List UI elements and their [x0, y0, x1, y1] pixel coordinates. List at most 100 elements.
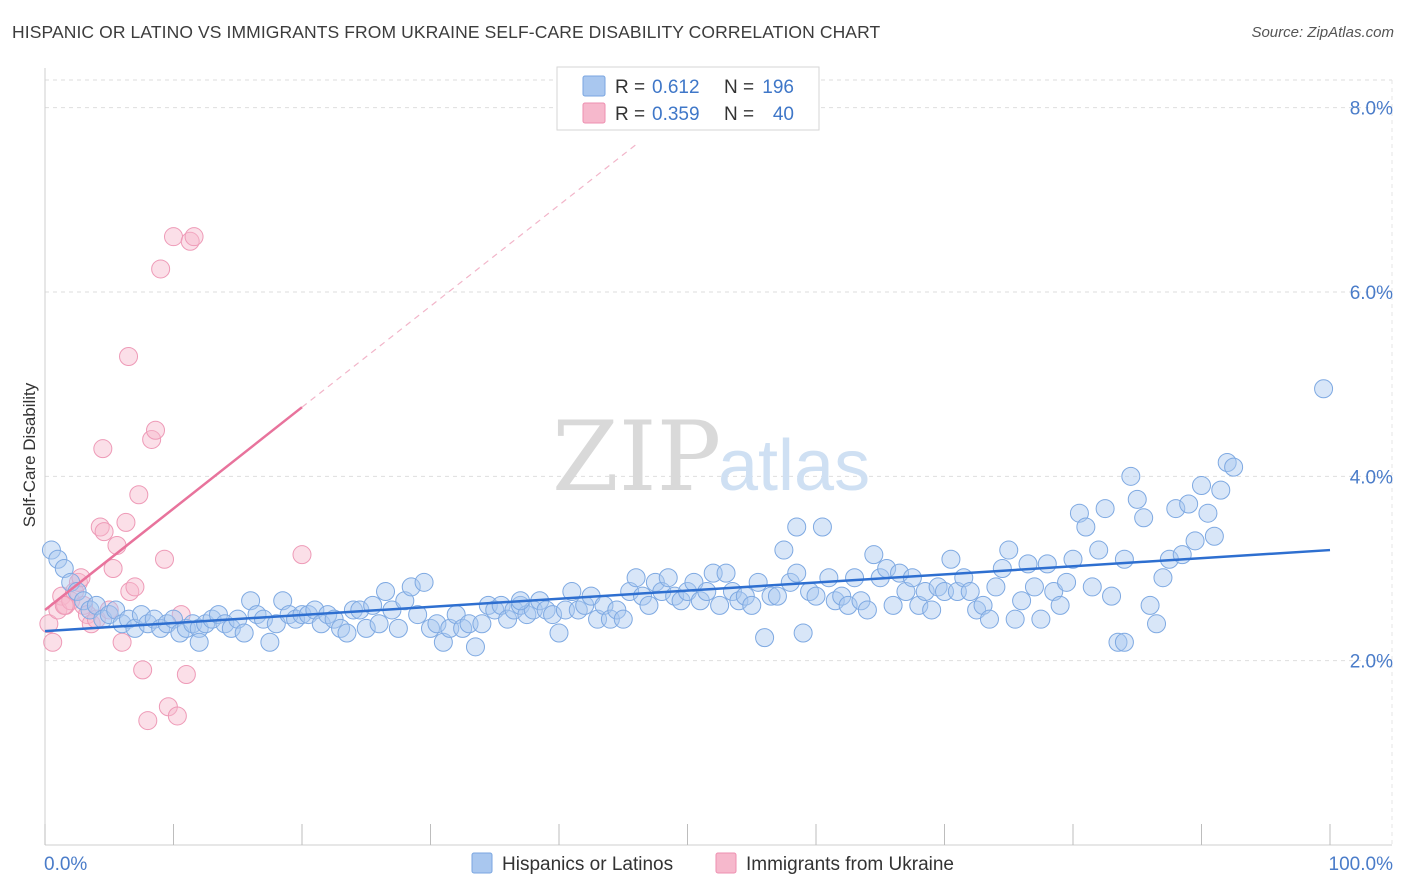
hispanic-point [1102, 586, 1122, 606]
hispanic-point [767, 586, 787, 606]
hispanic-point [857, 600, 877, 620]
y-axis-label: Self-Care Disability [20, 382, 39, 527]
y-tick-labels: 2.0% 4.0% 6.0% 8.0% [1350, 99, 1393, 673]
ukraine-point [184, 227, 204, 247]
hispanic-point [337, 623, 357, 643]
hispanic-point [1127, 489, 1147, 509]
ukraine-point [43, 632, 63, 652]
hispanic-point [74, 591, 94, 611]
ukraine-point [54, 595, 74, 615]
hispanic-point [562, 582, 582, 602]
hispanic-point [626, 568, 646, 588]
hispanic-point [408, 605, 428, 625]
hispanic-point [86, 595, 106, 615]
y-tick-label: 8.0% [1350, 99, 1393, 120]
hispanic-point [1121, 466, 1141, 486]
chart-title: HISPANIC OR LATINO VS IMMIGRANTS FROM UK… [12, 22, 881, 42]
hispanic-point [1204, 526, 1224, 546]
hispanic-point [883, 595, 903, 615]
hispanic-point [787, 563, 807, 583]
hispanic-point [234, 623, 254, 643]
hispanic-point [1108, 632, 1128, 652]
hispanic-point [992, 558, 1012, 578]
hispanic-point [1114, 632, 1134, 652]
hispanic-point [1024, 577, 1044, 597]
hispanic-point [1314, 379, 1334, 399]
legend-swatch-blue [582, 75, 606, 97]
hispanic-point [465, 637, 485, 657]
y-tick-label: 6.0% [1350, 283, 1393, 304]
hispanic-point [819, 568, 839, 588]
legend-r-value-2: 0.359 [652, 104, 700, 125]
hispanic-point [1198, 503, 1218, 523]
hispanic-point [851, 591, 871, 611]
hispanic-point [806, 586, 826, 606]
x-tick-label-min: 0.0% [44, 854, 87, 875]
ukraine-point [164, 227, 183, 247]
hispanic-point [48, 549, 68, 569]
hispanic-point [414, 572, 434, 592]
hispanic-point [1044, 582, 1064, 602]
hispanic-point [1089, 540, 1109, 560]
hispanic-point [1076, 517, 1096, 537]
hispanic-point [427, 614, 447, 634]
ukraine-point [155, 549, 175, 569]
ukraine-trend-line [44, 406, 303, 611]
legend-item-hispanic-swatch [471, 852, 493, 874]
ukraine-point [116, 512, 136, 532]
hispanic-point [633, 586, 653, 606]
hispanic-point [755, 628, 775, 648]
hispanic-point [845, 568, 865, 588]
hispanic-point [1069, 503, 1089, 523]
hispanic-point [620, 582, 640, 602]
ukraine-point [39, 614, 59, 634]
ukraine-point [125, 577, 145, 597]
hispanic-point [324, 609, 344, 629]
hispanic-point [960, 582, 980, 602]
legend-swatch-pink [582, 102, 606, 124]
hispanic-point [369, 614, 389, 634]
hispanic-point [189, 632, 209, 652]
hispanic-point [690, 591, 710, 611]
hispanic-point [787, 517, 807, 537]
ukraine-point [93, 439, 113, 459]
hispanic-point [922, 600, 942, 620]
hispanic-point [812, 517, 832, 537]
hispanic-point [1037, 554, 1057, 574]
hispanic-point [639, 595, 659, 615]
ukraine-point [176, 664, 196, 684]
hispanic-point [774, 540, 794, 560]
hispanic-point [376, 582, 396, 602]
legend-r-label-2: R = [615, 104, 645, 125]
hispanic-point [1005, 609, 1025, 629]
legend-n-label-2: N = [724, 104, 754, 125]
ukraine-point [138, 711, 158, 731]
legend-n-label-1: N = [724, 77, 754, 98]
hispanic-point [658, 568, 678, 588]
hispanic-point [131, 605, 151, 625]
ukraine-point [94, 522, 114, 542]
hispanic-point [1211, 480, 1231, 500]
hispanic-point [1192, 476, 1211, 496]
hispanic-point [433, 632, 453, 652]
hispanic-point [1063, 549, 1083, 569]
legend-item-ukraine-swatch [715, 852, 737, 874]
correlation-legend: R = 0.612 N = 196 R = 0.359 N = 40 [556, 66, 820, 131]
hispanic-point [260, 632, 280, 652]
ukraine-point [167, 706, 187, 726]
trend-lines [44, 144, 1331, 633]
hispanic-point [356, 618, 376, 638]
hispanic-point [915, 582, 935, 602]
ukraine-point [133, 660, 153, 680]
hispanic-point [645, 572, 665, 592]
hispanic-point [748, 572, 768, 592]
hispanic-point [119, 609, 139, 629]
hispanic-point [543, 605, 563, 625]
hispanic-point [1114, 549, 1134, 569]
ukraine-point [129, 485, 149, 505]
hispanic-point [273, 591, 293, 611]
hispanic-point [710, 595, 730, 615]
hispanic-point [266, 614, 286, 634]
y-tick-label: 4.0% [1350, 467, 1393, 488]
series-legend: Hispanics or Latinos Immigrants from Ukr… [471, 852, 954, 875]
